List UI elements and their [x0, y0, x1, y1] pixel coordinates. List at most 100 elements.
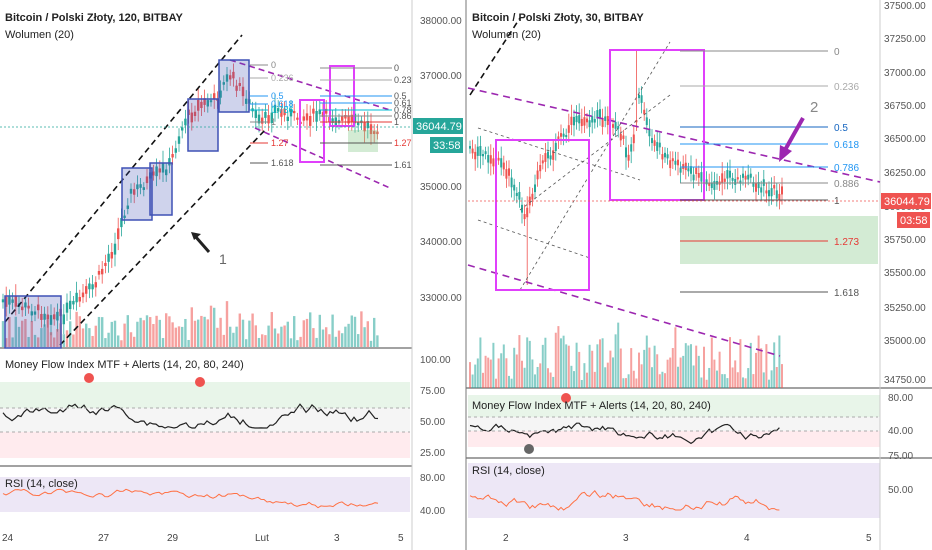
volume-bar: [302, 320, 305, 347]
fib-level-label: 0.786: [834, 163, 859, 174]
left-price-tag-text: 36044.79: [416, 121, 462, 133]
candle-body: [235, 85, 238, 91]
candle-body: [261, 117, 264, 124]
fib-level-label: 0.236: [271, 73, 294, 83]
volume-bar: [353, 316, 357, 347]
candle-body: [136, 184, 139, 190]
candle-body: [197, 99, 200, 111]
candle-body: [471, 148, 474, 154]
pattern-box[interactable]: [149, 162, 173, 216]
volume-bar: [549, 372, 552, 388]
candle-body: [85, 286, 88, 294]
volume-bar: [586, 372, 588, 388]
candle-body: [293, 111, 296, 114]
left-target-zone[interactable]: [348, 130, 378, 152]
volume-bar: [267, 325, 270, 347]
arrow-head-icon: [779, 145, 792, 162]
right-target-zone[interactable]: [680, 216, 878, 264]
pattern-box[interactable]: [187, 98, 219, 152]
left-downtrend-upper[interactable]: [229, 59, 391, 111]
candle-body: [500, 158, 503, 168]
volume-bar: [40, 328, 43, 347]
volume-bar: [687, 345, 690, 388]
volume-bar: [721, 374, 724, 388]
candle-body: [366, 121, 369, 129]
price-axis-label: 35750.00: [884, 235, 926, 246]
candle-body: [588, 120, 591, 128]
right-downtrend-upper[interactable]: [467, 87, 881, 183]
candle-body: [708, 182, 711, 186]
candle-body: [296, 117, 299, 120]
candle-body: [126, 205, 129, 209]
candle-body: [599, 109, 601, 119]
mfi-alert-dot[interactable]: [195, 377, 205, 387]
candle-body: [139, 184, 142, 188]
volume-bar: [238, 313, 241, 347]
candle-body: [752, 182, 755, 187]
volume-bar: [187, 339, 190, 347]
volume-bar: [552, 376, 555, 388]
volume-bar: [638, 352, 640, 388]
volume-bar: [350, 315, 353, 347]
mfi-alert-dot[interactable]: [561, 393, 571, 403]
left-downtrend-lower[interactable]: [254, 127, 391, 189]
candle-body: [273, 104, 277, 113]
candle-body: [325, 108, 328, 114]
candle-body: [632, 134, 635, 144]
candle-body: [254, 109, 257, 118]
volume-bar: [677, 366, 679, 388]
candle-body: [219, 90, 222, 98]
candle-body: [586, 118, 588, 123]
volume-bar: [94, 325, 97, 347]
pattern-box[interactable]: [121, 167, 153, 221]
left-time-axis[interactable]: 24 27 29 Lut 3 5: [2, 533, 404, 544]
candle-body: [539, 165, 542, 172]
candle-body: [62, 314, 65, 325]
mfi-alert-dot[interactable]: [84, 373, 94, 383]
volume-bar: [614, 334, 617, 388]
candle-body: [560, 133, 562, 137]
volume-bar: [684, 343, 687, 388]
volume-bar: [749, 342, 752, 388]
volume-bar: [593, 371, 596, 388]
candle-body: [88, 283, 91, 290]
candle-body: [190, 112, 193, 123]
left-price-axis[interactable]: 38000.0037000.0036000.0035000.0034000.00…: [420, 16, 462, 304]
volume-bar: [487, 357, 490, 388]
mfi-alert-dot[interactable]: [524, 444, 534, 454]
pattern-box[interactable]: [4, 295, 62, 349]
candle-body: [518, 191, 521, 200]
candle-body: [78, 297, 81, 302]
fib-level-label: 0.78: [394, 105, 412, 115]
rsi-axis-label: 75.00: [888, 451, 913, 462]
candle-body: [165, 169, 168, 176]
volume-bar: [328, 334, 331, 347]
fib-level-label: 1.61: [394, 160, 412, 170]
right-trend-line[interactable]: [469, 17, 521, 96]
volume-bar: [331, 314, 334, 347]
volume-bar: [177, 326, 181, 347]
candle-body: [142, 187, 145, 190]
volume-bar: [515, 354, 518, 388]
candle-body: [229, 75, 232, 80]
left-price-tag: [413, 118, 463, 134]
candle-body: [625, 147, 627, 158]
pattern-box[interactable]: [218, 59, 250, 113]
right-time-axis[interactable]: 2 3 4 5: [503, 533, 872, 544]
magenta-box[interactable]: [299, 99, 325, 163]
right-fib-retracement[interactable]: 0 0.236 0.5 0.618 0.786 0.886 1 1.273 1.618: [468, 47, 880, 299]
candle-body: [645, 117, 648, 126]
left-fib-retracement[interactable]: 00.2360.50.6180.78611.271.61800.230.50.6…: [0, 60, 412, 170]
candle-body: [193, 111, 197, 116]
right-downtrend-lower[interactable]: [467, 264, 781, 357]
volume-bar: [184, 318, 187, 347]
right-magenta-box[interactable]: [495, 139, 590, 291]
volume-bar: [309, 312, 312, 347]
left-channel-upper[interactable]: [4, 34, 243, 323]
right-magenta-box[interactable]: [609, 49, 705, 201]
volume-bar: [500, 353, 503, 388]
candle-body: [497, 157, 500, 161]
price-axis-label: 37000.00: [884, 68, 926, 79]
